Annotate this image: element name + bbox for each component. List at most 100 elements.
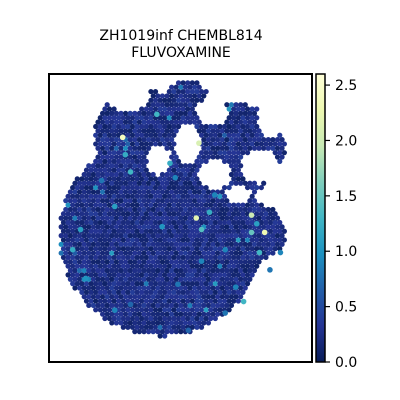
spot (93, 272, 99, 278)
spot (122, 250, 129, 256)
spot (129, 132, 136, 138)
spot (217, 307, 223, 313)
spot (171, 315, 177, 322)
spot (189, 228, 195, 234)
spot (178, 267, 184, 274)
spot (192, 267, 198, 274)
spot (203, 193, 209, 199)
spot (102, 272, 108, 278)
spot (141, 180, 147, 186)
spot (173, 276, 179, 282)
spot (127, 294, 133, 300)
spot (143, 324, 149, 330)
spot (152, 106, 159, 112)
spot (155, 128, 161, 134)
spot (132, 136, 138, 143)
spot (180, 246, 186, 252)
spot (274, 215, 281, 221)
spot (194, 211, 200, 217)
spot (134, 219, 140, 226)
spot (201, 233, 207, 239)
spot (274, 154, 281, 160)
spot (150, 206, 156, 213)
spot (136, 215, 143, 221)
spot (152, 211, 159, 217)
spot (231, 167, 237, 173)
spot (136, 267, 143, 274)
spot (146, 294, 152, 300)
spot (118, 189, 124, 195)
spot (63, 224, 69, 230)
spot (187, 302, 193, 309)
spot (208, 272, 214, 278)
spot (70, 254, 76, 261)
spot (251, 110, 258, 116)
spot (134, 202, 140, 208)
spot (132, 163, 138, 169)
spot (192, 285, 198, 291)
spot (201, 128, 207, 134)
spot (210, 154, 216, 160)
spot (166, 115, 172, 121)
spot (192, 84, 198, 90)
spot (198, 263, 205, 269)
spot (139, 115, 145, 121)
spot (70, 184, 76, 191)
spot (244, 150, 251, 156)
spot (169, 84, 175, 90)
spot (180, 315, 186, 322)
spot (235, 219, 241, 226)
spot (178, 224, 184, 230)
spot (139, 254, 145, 261)
spot (169, 102, 175, 108)
spot (201, 250, 207, 256)
spot (129, 237, 136, 243)
spot (171, 150, 177, 156)
spot (175, 184, 182, 191)
spot (81, 259, 87, 265)
spot (127, 250, 133, 256)
spot (106, 167, 113, 173)
spot (148, 219, 154, 226)
spot (194, 176, 200, 182)
spot (93, 289, 99, 295)
spot (164, 276, 170, 282)
spot (169, 241, 175, 247)
spot (118, 128, 124, 134)
spot (93, 193, 99, 199)
spot (93, 132, 99, 138)
spot (134, 281, 140, 287)
spot (90, 180, 96, 186)
spot (254, 254, 260, 261)
spot (134, 211, 140, 217)
spot (182, 93, 189, 99)
spot (208, 132, 214, 138)
spot (164, 128, 170, 134)
spot (113, 180, 119, 186)
spot (146, 320, 152, 326)
spot (198, 150, 205, 156)
spot (178, 198, 184, 204)
spot (180, 263, 186, 269)
spot (169, 320, 175, 326)
highlighted-spot (69, 246, 76, 253)
spot (134, 150, 140, 156)
spot (93, 254, 99, 261)
highlighted-spot (185, 327, 192, 334)
spot (238, 163, 244, 169)
spot (111, 254, 117, 261)
spot (106, 115, 113, 121)
spot (180, 237, 186, 243)
spot (233, 102, 239, 108)
spot (111, 123, 117, 130)
spot (169, 119, 175, 125)
spot (152, 307, 159, 313)
spot (102, 211, 108, 217)
spot (231, 132, 237, 138)
spot (152, 246, 159, 252)
spot (169, 128, 175, 134)
spot (279, 224, 285, 230)
spot (173, 102, 179, 108)
spot (141, 259, 147, 265)
spot (228, 163, 235, 169)
